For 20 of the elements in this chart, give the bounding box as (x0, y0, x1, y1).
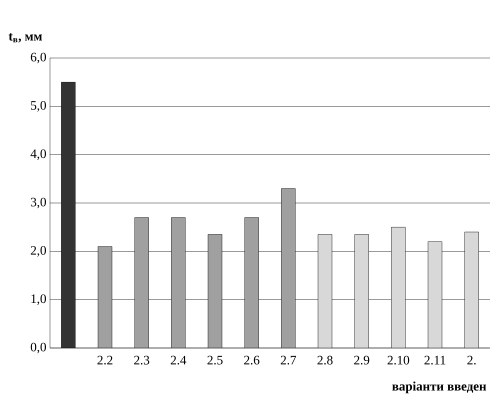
y-tick-label: 1,0 (31, 294, 46, 305)
x-tick-label: 2.10 (388, 356, 410, 365)
x-tick-label: 2.4 (170, 356, 186, 365)
x-tick-label: 2.8 (317, 356, 333, 365)
x-tick-label: 2.9 (354, 356, 370, 365)
y-axis-title: t$_{в}$, мм (8, 33, 42, 42)
y-tick-label: 3,0 (30, 198, 46, 208)
x-tick-label: 2.5 (207, 356, 223, 365)
y-tick-label: 2,0 (30, 246, 46, 257)
y-tick-label: 6,0 (30, 52, 46, 64)
x-tick-label: 2.3 (134, 356, 150, 365)
x-tick-label: 2. (467, 356, 476, 365)
x-tick-label: 2.6 (244, 356, 260, 365)
x-tick-label: 2.11 (424, 356, 446, 365)
x-tick-label: 2.7 (280, 356, 296, 365)
y-tick-label: 5,0 (31, 101, 46, 112)
x-tick-label: 2.2 (97, 356, 112, 365)
y-tick-label: 0,0 (30, 342, 46, 354)
y-tick-label: 4,0 (30, 149, 46, 160)
x-axis-title: варіанти введен (392, 382, 486, 394)
